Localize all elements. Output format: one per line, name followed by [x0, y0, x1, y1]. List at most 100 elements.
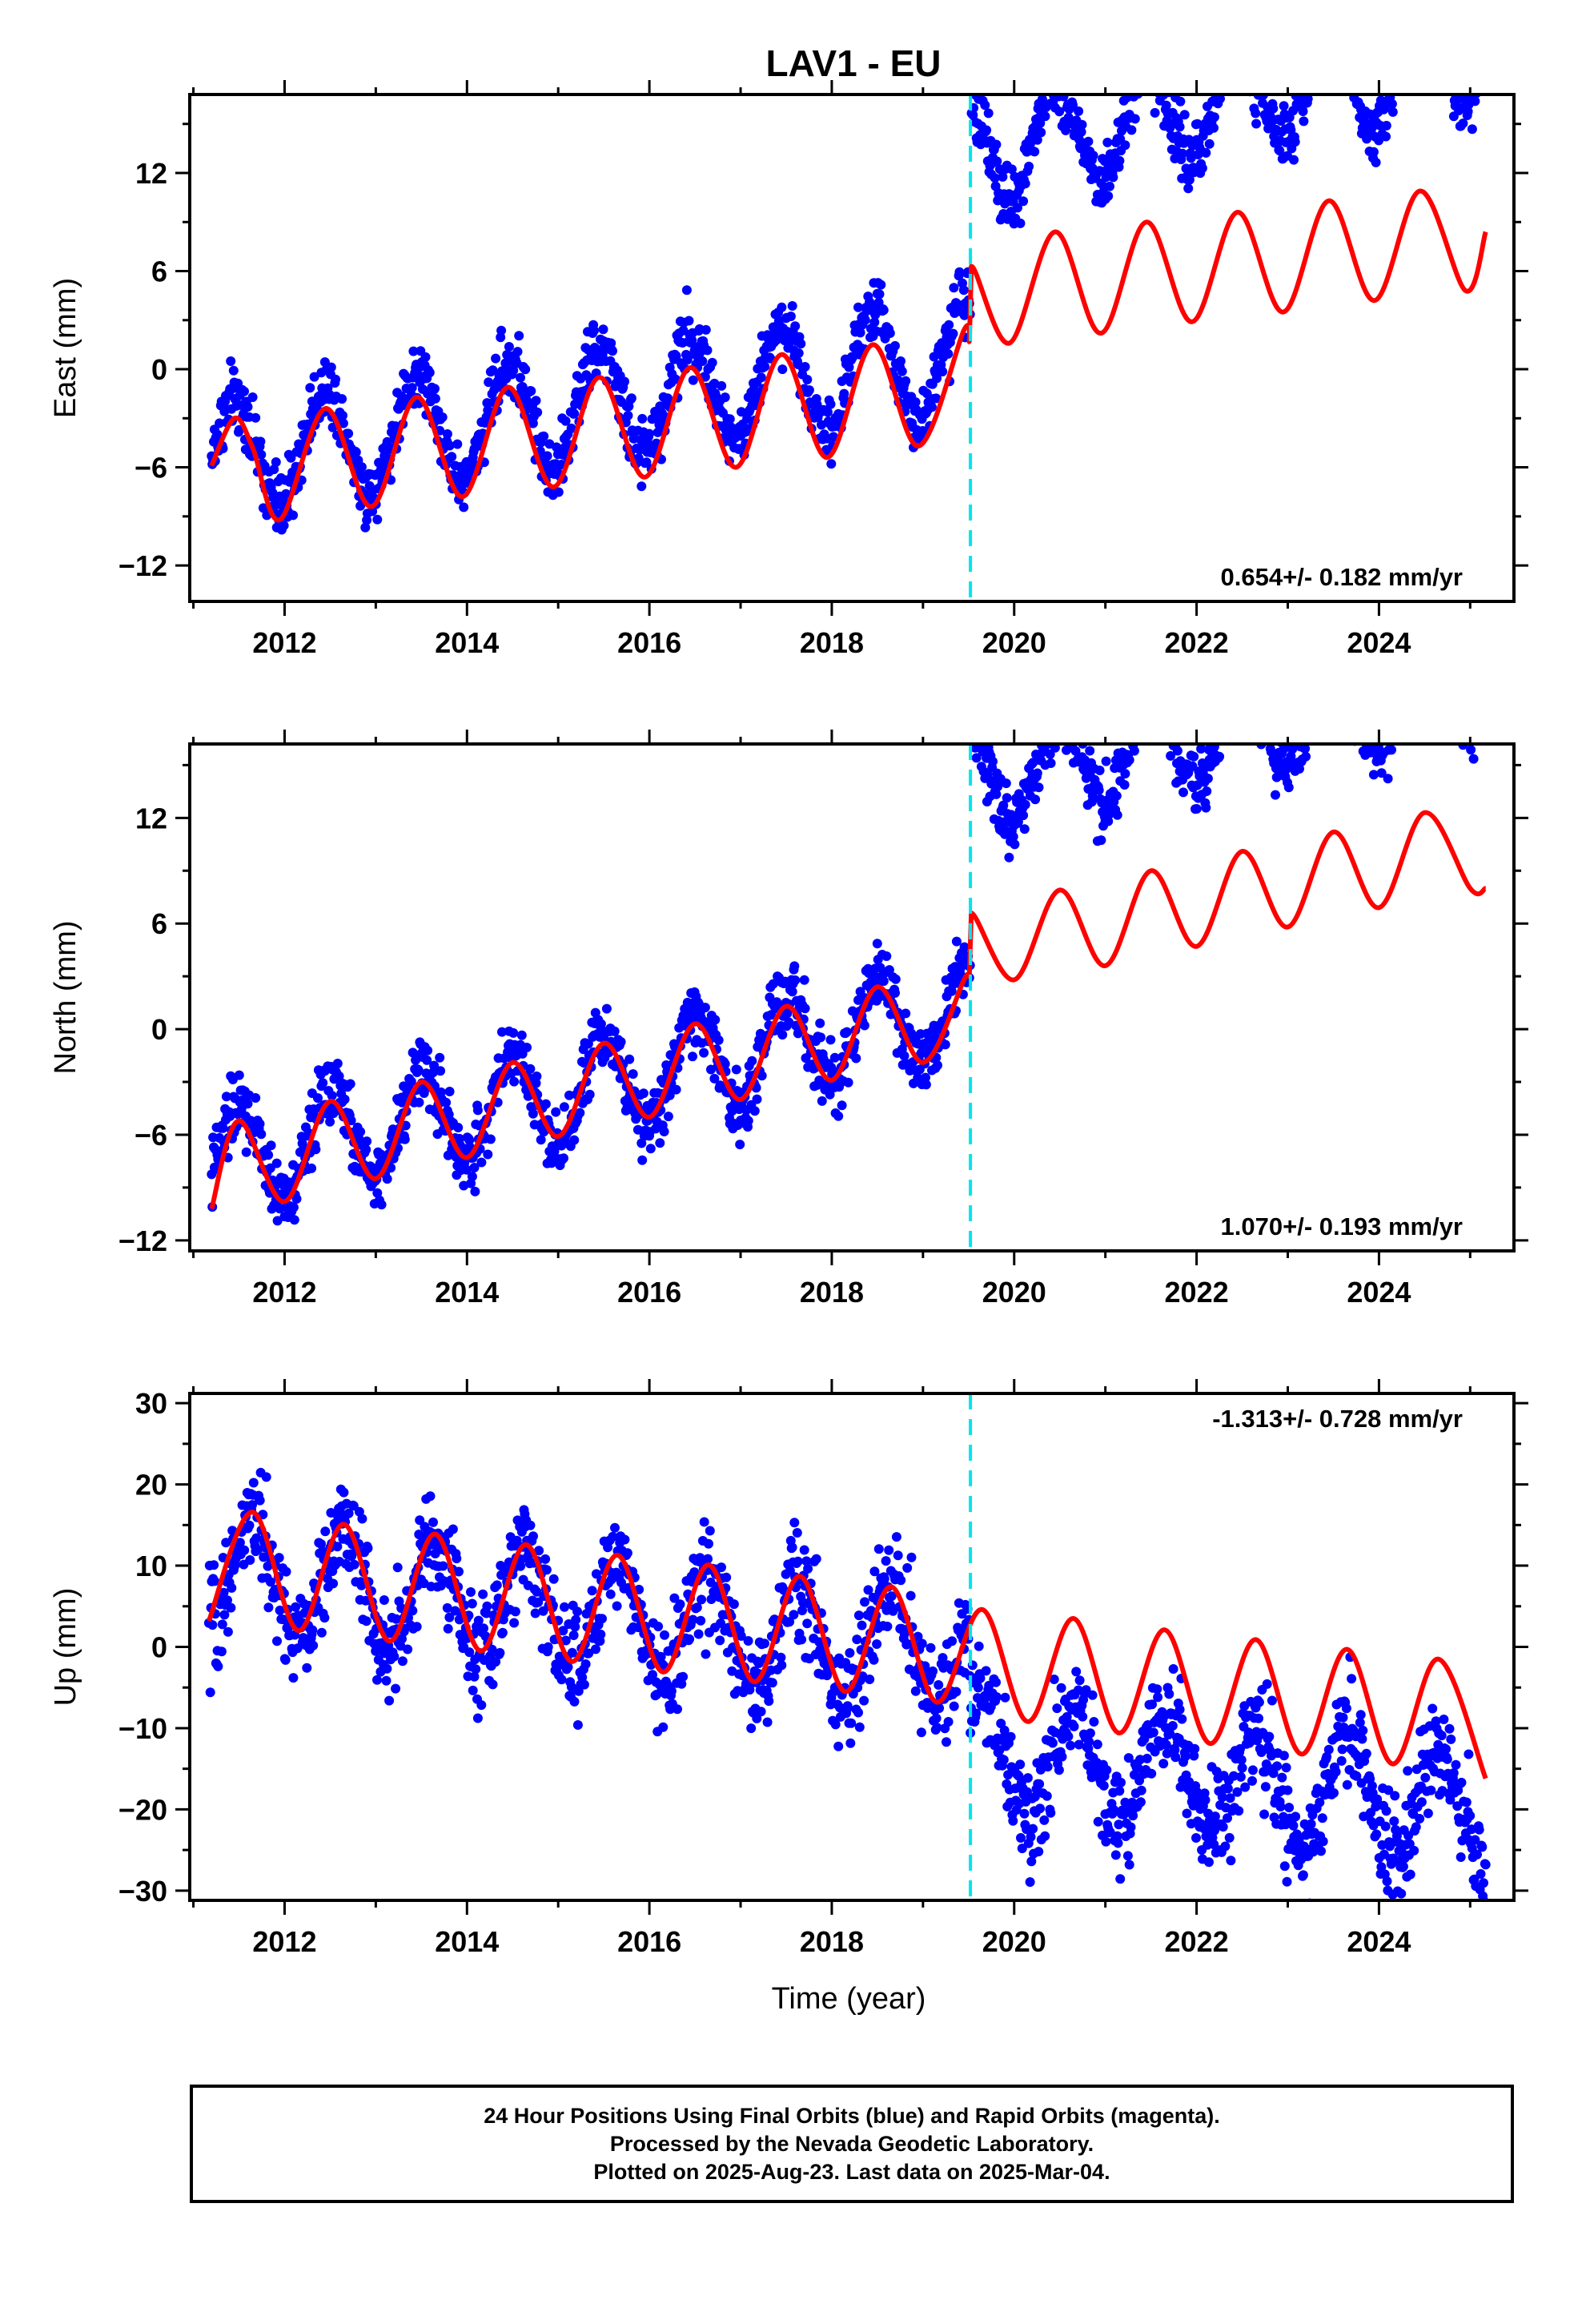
y-tick-label: −6: [135, 452, 167, 485]
data-point: [1429, 645, 1439, 655]
data-point: [1447, 78, 1457, 87]
data-point: [1146, 676, 1155, 686]
data-point: [1382, 720, 1391, 730]
data-point: [1232, 653, 1242, 662]
data-point: [1078, 1711, 1088, 1722]
data-point: [815, 1018, 825, 1028]
data-point: [1430, 646, 1439, 656]
data-point: [212, 429, 223, 440]
data-point: [1443, 66, 1453, 75]
data-point: [1151, 39, 1161, 49]
data-point: [737, 407, 746, 417]
data-point: [1303, 699, 1313, 709]
data-point: [1187, 761, 1198, 771]
data-point: [1135, 691, 1145, 701]
data-point: [384, 1695, 395, 1706]
data-point: [1323, 11, 1332, 21]
data-point: [1129, 726, 1138, 735]
data-point: [1354, 71, 1363, 81]
data-point: [1087, 790, 1098, 801]
data-point: [1311, 32, 1321, 42]
data-point: [825, 1035, 836, 1045]
plot-frame: [188, 742, 1516, 1252]
data-point: [1329, 41, 1339, 50]
data-point: [504, 342, 514, 352]
data-point: [1323, 688, 1332, 698]
data-point: [787, 987, 797, 997]
data-point: [1366, 708, 1375, 718]
data-point: [1329, 25, 1339, 34]
data-point: [990, 173, 1000, 183]
velocity-label: 0.654+/- 0.182 mm/yr: [1221, 563, 1463, 591]
data-point: [1068, 100, 1078, 111]
data-point: [1434, 53, 1443, 62]
data-point: [1455, 62, 1464, 72]
data-point: [1379, 727, 1389, 737]
data-point: [289, 1215, 299, 1225]
y-axis-label: North (mm): [49, 920, 82, 1074]
data-point: [560, 1635, 571, 1646]
data-point: [1302, 703, 1311, 713]
data-point: [1218, 42, 1227, 52]
data-point: [1481, 46, 1491, 56]
data-point: [584, 1648, 594, 1659]
data-point: [1225, 673, 1235, 682]
data-point: [910, 397, 921, 408]
data-point: [853, 1707, 863, 1718]
data-point: [1062, 729, 1072, 738]
data-point: [572, 1720, 583, 1730]
data-point: [1297, 78, 1307, 88]
data-point: [1028, 1823, 1038, 1834]
data-point: [1350, 77, 1359, 86]
data-point: [853, 1610, 864, 1621]
data-point: [1447, 706, 1456, 715]
data-point: [279, 1614, 288, 1625]
data-point: [320, 1526, 331, 1537]
data-point: [589, 325, 599, 336]
data-point: [382, 436, 392, 447]
data-point: [1168, 723, 1178, 733]
data-point: [800, 362, 810, 372]
data-point: [1237, 22, 1247, 31]
data-point: [514, 331, 524, 341]
data-point: [1204, 139, 1215, 149]
data-point: [1243, 655, 1252, 665]
y-tick-label: 12: [135, 157, 167, 190]
data-point: [345, 1079, 355, 1089]
data-point: [356, 1580, 367, 1590]
data-point: [1398, 661, 1407, 671]
data-point: [969, 730, 978, 740]
data-point: [846, 1718, 857, 1728]
data-point: [1474, 78, 1484, 87]
data-point: [1308, 21, 1318, 30]
data-point: [949, 1701, 959, 1711]
data-point: [1327, 673, 1336, 683]
data-point: [980, 100, 990, 111]
data-point: [901, 1008, 911, 1019]
data-point: [1017, 1844, 1027, 1854]
data-point: [349, 1559, 359, 1570]
data-point: [1451, 683, 1460, 693]
data-point: [1323, 22, 1332, 32]
data-point: [491, 1657, 501, 1667]
data-point: [1367, 733, 1377, 742]
data-point: [1156, 665, 1166, 674]
data-point: [1132, 81, 1142, 90]
data-point: [1407, 666, 1416, 676]
data-point: [991, 1677, 1001, 1687]
data-point: [1138, 71, 1148, 81]
data-point: [789, 1518, 800, 1528]
velocity-label: 1.070+/- 0.193 mm/yr: [1221, 1212, 1463, 1240]
data-point: [403, 1644, 413, 1655]
data-point: [1330, 15, 1339, 25]
data-point: [572, 1606, 582, 1617]
data-point: [1108, 172, 1118, 183]
data-point: [951, 1687, 962, 1697]
data-point: [792, 1528, 802, 1538]
data-point: [308, 1640, 319, 1651]
data-point: [1054, 706, 1063, 715]
data-point: [1415, 0, 1424, 6]
data-point: [280, 1655, 291, 1665]
data-point: [1351, 64, 1360, 74]
data-point: [1077, 734, 1086, 743]
